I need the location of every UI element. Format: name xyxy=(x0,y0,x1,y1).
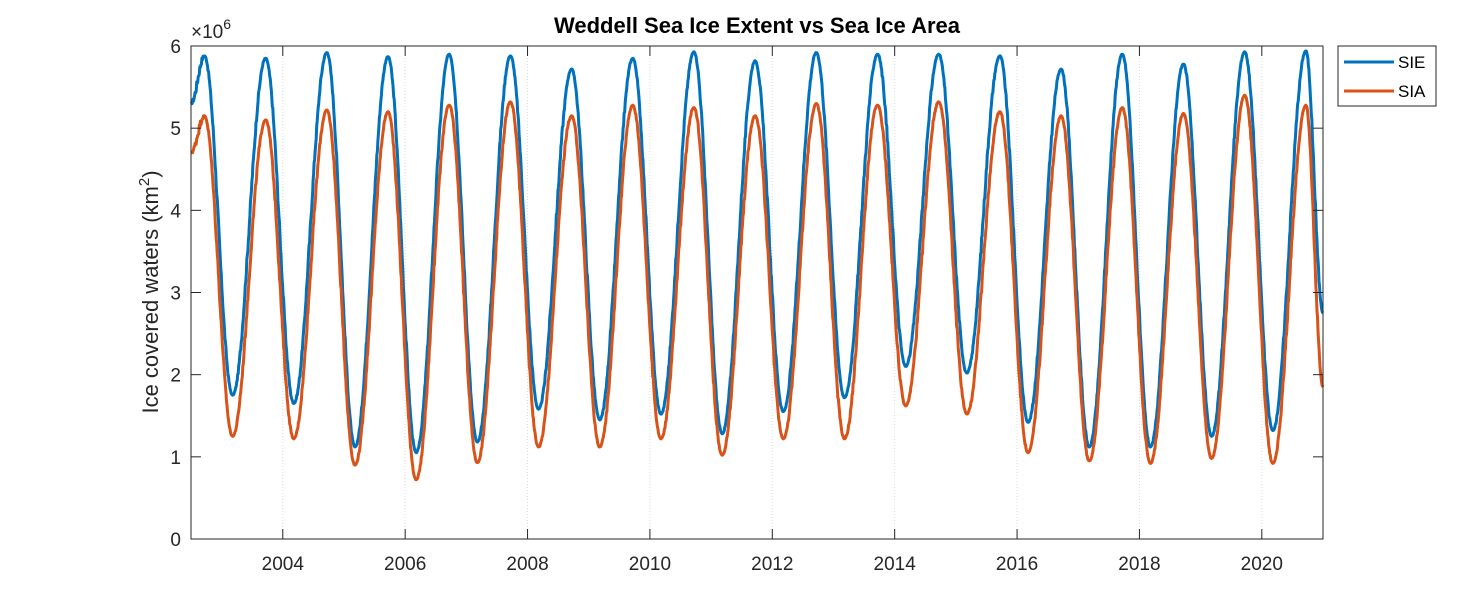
y-tick-label: 3 xyxy=(170,284,181,305)
y-exponent-label: ×106 xyxy=(191,16,231,43)
y-axis-label-text: Ice covered waters (km xyxy=(138,186,163,413)
x-tick-label: 2020 xyxy=(1241,554,1283,575)
x-tick-label: 2010 xyxy=(629,554,671,575)
y-tick-label: 6 xyxy=(170,37,181,58)
x-tick-label: 2016 xyxy=(996,554,1038,575)
y-tick-label: 4 xyxy=(170,201,181,222)
y-exponent-base: ×10 xyxy=(191,22,223,43)
x-tick-label: 2012 xyxy=(751,554,793,575)
x-tick-label: 2006 xyxy=(384,554,426,575)
series-layer xyxy=(189,49,1325,482)
y-tick-label: 2 xyxy=(170,366,181,387)
x-tick-label: 2018 xyxy=(1118,554,1160,575)
y-tick-label: 0 xyxy=(170,530,181,551)
y-tick-label: 1 xyxy=(170,448,181,469)
y-axis-label-close: ) xyxy=(138,170,163,177)
x-tick-label: 2008 xyxy=(506,554,548,575)
legend: SIE SIA xyxy=(1337,45,1437,107)
legend-box xyxy=(1337,45,1437,107)
y-exponent-power: 6 xyxy=(223,16,231,32)
y-axis-label-superscript: 2 xyxy=(136,178,153,186)
axis-ticks: 2004 2006 2008 2010 2012 2014 2016 2018 2020 0 1 2 3… xyxy=(170,37,1323,575)
chart-title: Weddell Sea Ice Extent vs Sea Ice Area xyxy=(554,13,961,38)
sie-line xyxy=(189,49,1324,455)
y-axis-label: Ice covered waters (km2) xyxy=(136,170,163,413)
y-tick-label: 5 xyxy=(170,119,181,140)
x-tick-label: 2014 xyxy=(874,554,917,575)
sia-line xyxy=(190,93,1325,482)
legend-label-sie: SIE xyxy=(1398,53,1425,72)
x-tick-label: 2004 xyxy=(262,554,305,575)
legend-label-sia: SIA xyxy=(1398,82,1426,101)
